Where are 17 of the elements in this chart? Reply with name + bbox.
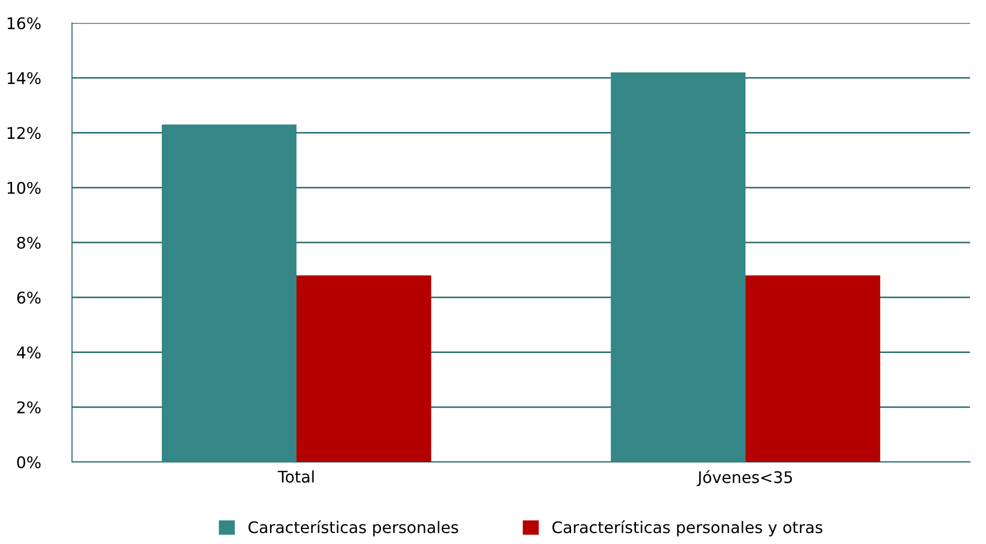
bar: [296, 275, 432, 462]
y-tick-label: 0%: [17, 456, 41, 468]
x-tick-label: Jóvenes<35: [696, 470, 792, 486]
y-tick-label: 12%: [8, 126, 41, 140]
bar: [610, 72, 746, 462]
x-tick-label: Total: [278, 470, 314, 483]
y-tick-label: 2%: [17, 401, 41, 414]
y-tick-label: 14%: [8, 72, 41, 84]
bar: [162, 124, 296, 462]
y-tick-label: 10%: [8, 182, 41, 194]
bar: [746, 275, 880, 462]
y-tick-label: 4%: [16, 346, 41, 359]
legend-label: Características personales: [248, 520, 458, 536]
y-tick-label: 8%: [17, 236, 41, 249]
legend-label: Características personales y otras: [552, 520, 822, 536]
y-tick-label: 16%: [8, 17, 41, 30]
y-tick-label: 6%: [17, 292, 41, 304]
